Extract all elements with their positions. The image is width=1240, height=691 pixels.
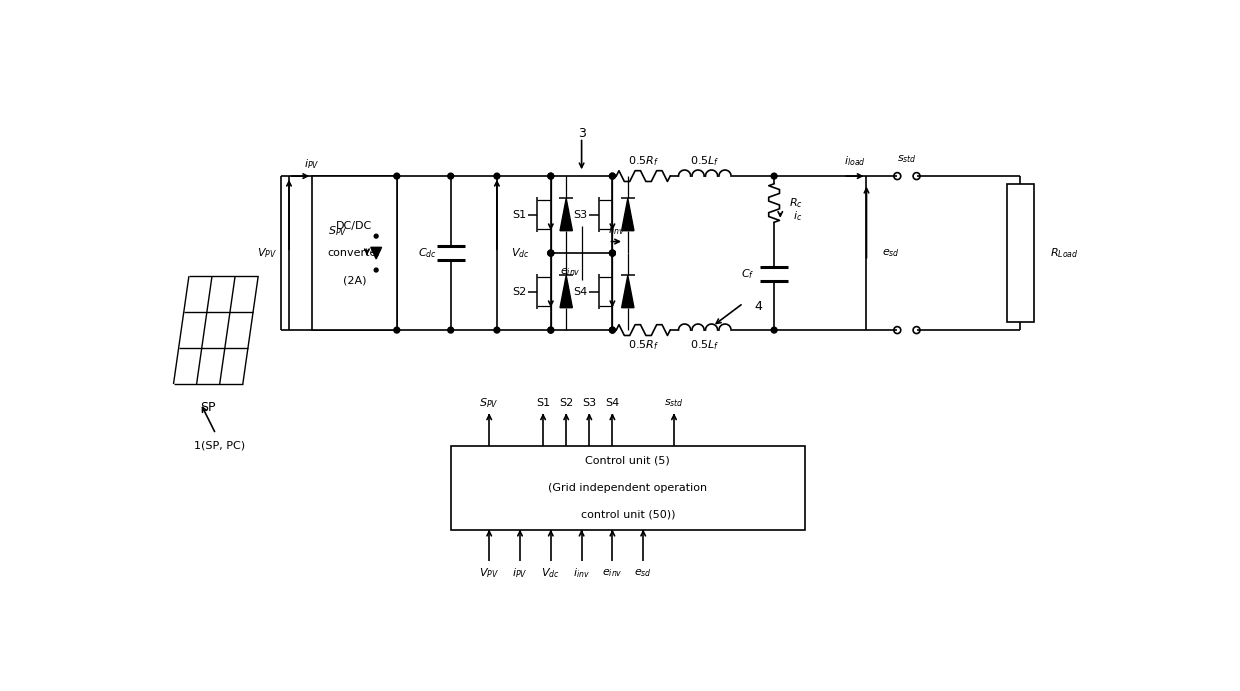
Text: 4: 4 [755, 301, 763, 314]
Text: S2: S2 [559, 398, 573, 408]
Circle shape [610, 250, 615, 256]
Text: S3: S3 [583, 398, 596, 408]
Text: $S_{PV}$: $S_{PV}$ [480, 397, 498, 410]
Text: $V_{PV}$: $V_{PV}$ [258, 246, 278, 260]
Circle shape [374, 234, 378, 238]
Text: S4: S4 [574, 287, 588, 296]
Text: $0.5L_f$: $0.5L_f$ [689, 339, 719, 352]
Circle shape [610, 173, 615, 179]
Text: $0.5R_f$: $0.5R_f$ [627, 339, 658, 352]
Circle shape [610, 173, 615, 179]
Circle shape [548, 173, 554, 179]
Text: Control unit (5): Control unit (5) [585, 456, 670, 466]
Bar [1007, 184, 1034, 323]
Text: DC/DC: DC/DC [336, 221, 372, 231]
Circle shape [448, 173, 454, 179]
Circle shape [548, 327, 554, 333]
Circle shape [548, 250, 554, 256]
Text: 3: 3 [578, 127, 585, 140]
Circle shape [610, 250, 615, 256]
Text: S1: S1 [512, 209, 526, 220]
Polygon shape [371, 247, 382, 259]
Text: $0.5R_f$: $0.5R_f$ [627, 154, 658, 168]
Text: $V_{dc}$: $V_{dc}$ [542, 566, 560, 580]
Text: $i_{load}$: $i_{load}$ [844, 154, 866, 168]
Circle shape [610, 327, 615, 333]
Text: S1: S1 [536, 398, 551, 408]
Text: 1(SP, PC): 1(SP, PC) [195, 441, 246, 451]
Circle shape [548, 250, 554, 256]
Circle shape [771, 327, 777, 333]
Text: converter: converter [327, 248, 382, 258]
Bar [450, 446, 805, 530]
Text: S2: S2 [512, 287, 526, 296]
Text: $s_{std}$: $s_{std}$ [665, 397, 684, 409]
Text: $C_{dc}$: $C_{dc}$ [418, 246, 436, 260]
Circle shape [374, 268, 378, 272]
Text: $e_{sd}$: $e_{sd}$ [635, 567, 652, 578]
Bar [312, 176, 397, 330]
Circle shape [548, 173, 554, 179]
Circle shape [394, 327, 399, 333]
Text: $V_{dc}$: $V_{dc}$ [511, 246, 529, 260]
Polygon shape [621, 198, 634, 231]
Text: $C_f$: $C_f$ [742, 267, 755, 281]
Text: $V_{PV}$: $V_{PV}$ [479, 566, 500, 580]
Circle shape [494, 173, 500, 179]
Circle shape [448, 327, 454, 333]
Text: $R_c$: $R_c$ [790, 196, 804, 210]
Text: $e_{sd}$: $e_{sd}$ [882, 247, 900, 259]
Text: S4: S4 [605, 398, 620, 408]
Circle shape [548, 250, 554, 256]
Text: $S_{PV}$: $S_{PV}$ [327, 225, 347, 238]
Polygon shape [560, 198, 573, 231]
Text: $i_{PV}$: $i_{PV}$ [304, 158, 320, 171]
Circle shape [548, 327, 554, 333]
Text: (Grid independent operation: (Grid independent operation [548, 483, 707, 493]
Polygon shape [560, 276, 573, 307]
Text: $s_{std}$: $s_{std}$ [897, 153, 916, 165]
Text: $0.5L_f$: $0.5L_f$ [689, 154, 719, 168]
Circle shape [394, 173, 399, 179]
Circle shape [494, 327, 500, 333]
Circle shape [610, 250, 615, 256]
Text: $i_{inv}$: $i_{inv}$ [608, 223, 625, 237]
Text: SP: SP [201, 401, 216, 414]
Text: $i_{inv}$: $i_{inv}$ [573, 566, 590, 580]
Text: control unit (50)): control unit (50)) [580, 510, 675, 520]
Circle shape [610, 327, 615, 333]
Polygon shape [621, 276, 634, 307]
Circle shape [771, 173, 777, 179]
Text: $i_{PV}$: $i_{PV}$ [512, 566, 528, 580]
Text: $i_c$: $i_c$ [794, 209, 802, 223]
Text: $R_{Load}$: $R_{Load}$ [1050, 246, 1079, 260]
Text: $e_{inv}$: $e_{inv}$ [559, 267, 580, 278]
Text: (2A): (2A) [342, 275, 366, 285]
Text: $e_{inv}$: $e_{inv}$ [603, 567, 622, 578]
Text: S3: S3 [574, 209, 588, 220]
